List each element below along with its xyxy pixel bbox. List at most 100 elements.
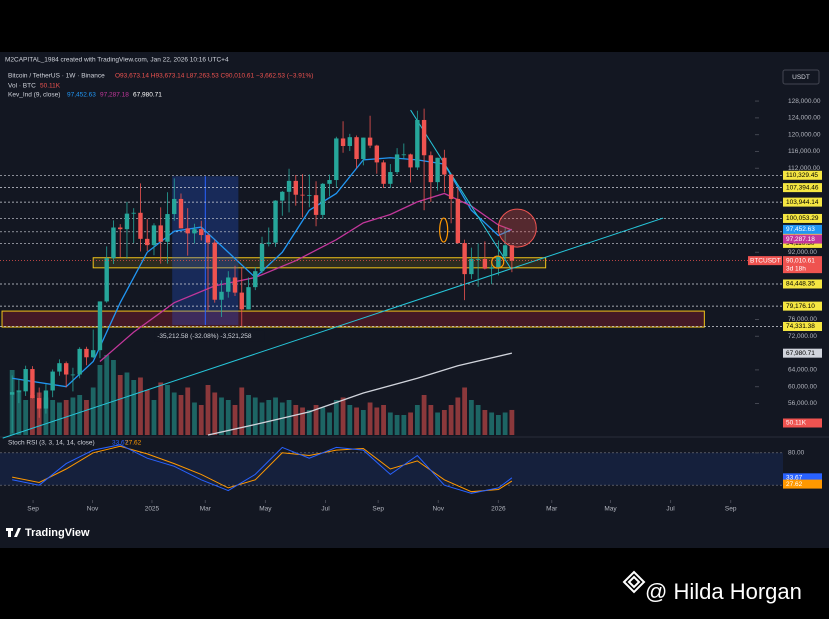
- symbol: Bitcoin / TetherUS · 1W · Binance: [8, 73, 105, 80]
- level-tag: 84,448.35: [783, 279, 822, 289]
- volume-bar: [219, 397, 224, 435]
- stoch-legend-value: 27.62: [125, 440, 142, 447]
- volume-bar: [50, 400, 56, 435]
- x-tick-label: Mar: [546, 506, 558, 513]
- ohlc-legend: O93,673.14 H93,673.14 L87,263.53 C90,010…: [115, 73, 313, 80]
- level-tag: 103,944.14: [783, 197, 822, 207]
- candle-body: [502, 245, 508, 257]
- plot-area: 128,000.00 124,000.00 120,000.00 116,000.00…: [0, 98, 822, 513]
- candle-body: [178, 198, 184, 229]
- volume-bar: [495, 415, 501, 435]
- volume-bar: [273, 397, 278, 435]
- candle-body: [77, 348, 82, 375]
- candle-body: [212, 242, 217, 300]
- y-tick-label: 72,000.00: [788, 333, 817, 340]
- measure-label: -35,212.58 (-32.08%) -3,521,258: [157, 333, 252, 340]
- highlight-ellipse: [439, 217, 449, 243]
- indicator-tag: 67,980.71: [783, 348, 822, 358]
- trendline: [2, 217, 664, 439]
- candle-body: [57, 363, 62, 372]
- button-label[interactable]: USDT: [792, 74, 810, 81]
- candle-body: [448, 174, 454, 199]
- level-tag-bg: [783, 321, 822, 331]
- volume-bar: [482, 410, 488, 435]
- x-tick-label: Sep: [725, 506, 737, 513]
- x-tick-label: Mar: [200, 506, 212, 513]
- indicator-line: [99, 192, 513, 362]
- volume-bar: [428, 405, 434, 435]
- stoch-tag-bg: [783, 473, 822, 483]
- level-tag: 74,331.38: [783, 321, 822, 331]
- zone: [92, 257, 547, 269]
- button-frame[interactable]: [782, 69, 820, 85]
- level-tag-bg: [783, 301, 822, 311]
- x-tick-label: Sep: [372, 506, 384, 513]
- volume-bar: [306, 410, 312, 435]
- volume-bar: [435, 412, 441, 435]
- level-tag-label: 107,394.46: [786, 184, 819, 191]
- candle-body: [172, 198, 177, 215]
- indicator-tag-label: 67,980.71: [786, 350, 815, 357]
- candle-body: [313, 195, 319, 215]
- volume-bar: [374, 407, 380, 435]
- candle-body: [246, 287, 251, 310]
- candle-body: [165, 214, 170, 242]
- candle-body: [145, 238, 150, 246]
- volume-legend-value: 50.11K: [40, 83, 61, 90]
- volume-bar: [293, 405, 299, 435]
- candle-body: [43, 390, 49, 409]
- volume-bar: [394, 415, 400, 435]
- x-tick-label: May: [259, 506, 272, 513]
- candle-body: [158, 225, 163, 242]
- candle-body: [374, 145, 380, 163]
- level-tag-label: 103,944.14: [786, 199, 819, 206]
- stoch-legend: Stoch RSI (3, 3, 14, 14, close): [8, 440, 95, 447]
- candle-body: [259, 243, 265, 272]
- volume-bar: [63, 400, 69, 435]
- volume-bar: [124, 372, 130, 435]
- volume-bar: [30, 395, 35, 435]
- y-tick-label: 128,000.00: [788, 98, 821, 105]
- candle-body: [320, 183, 325, 215]
- stoch-tag-bg: [783, 479, 822, 489]
- price-tag-countdown: 3d 18h: [786, 265, 806, 272]
- volume-bar: [259, 402, 265, 435]
- volume-bar: [151, 400, 157, 435]
- candle-body: [273, 200, 278, 243]
- volume-bar: [462, 387, 468, 435]
- candle-body: [496, 256, 501, 268]
- candle-body: [23, 369, 28, 392]
- candle-body: [307, 195, 312, 196]
- candle-body: [97, 301, 103, 351]
- currency-button[interactable]: USDT: [782, 69, 820, 85]
- volume-bar: [165, 385, 170, 435]
- x-tick-label: 2026: [491, 506, 506, 513]
- indicator-tag-label: 97,287.18: [786, 236, 815, 243]
- candle-body: [455, 198, 461, 244]
- level-tag-label: 79,176.10: [786, 303, 815, 310]
- indicator-tag-bg: [783, 224, 822, 234]
- volume-bar: [239, 387, 245, 435]
- volume-bar: [300, 407, 305, 435]
- candle-body: [239, 292, 244, 310]
- candle-body: [185, 228, 190, 234]
- volume-bar: [327, 412, 332, 435]
- indicator-tag-label: 97,452.63: [786, 226, 815, 233]
- stoch-legend-value: 33.67: [112, 440, 129, 447]
- volume-bar: [252, 397, 258, 435]
- x-tick-label: Nov: [432, 506, 444, 513]
- indicator-legend: Kev_Ind (9, close): [8, 92, 60, 99]
- candle-body: [327, 180, 332, 184]
- volume-bar: [387, 412, 393, 435]
- volume-bar: [192, 402, 197, 435]
- candle-body: [104, 258, 109, 302]
- volume-bar: [455, 397, 461, 435]
- candle-body: [199, 229, 204, 236]
- candle-body: [415, 119, 420, 168]
- candle-body: [509, 245, 515, 261]
- candle-body: [111, 227, 116, 259]
- x-tick-label: May: [604, 506, 617, 513]
- volume-bar: [144, 390, 150, 435]
- candle-body: [280, 191, 285, 201]
